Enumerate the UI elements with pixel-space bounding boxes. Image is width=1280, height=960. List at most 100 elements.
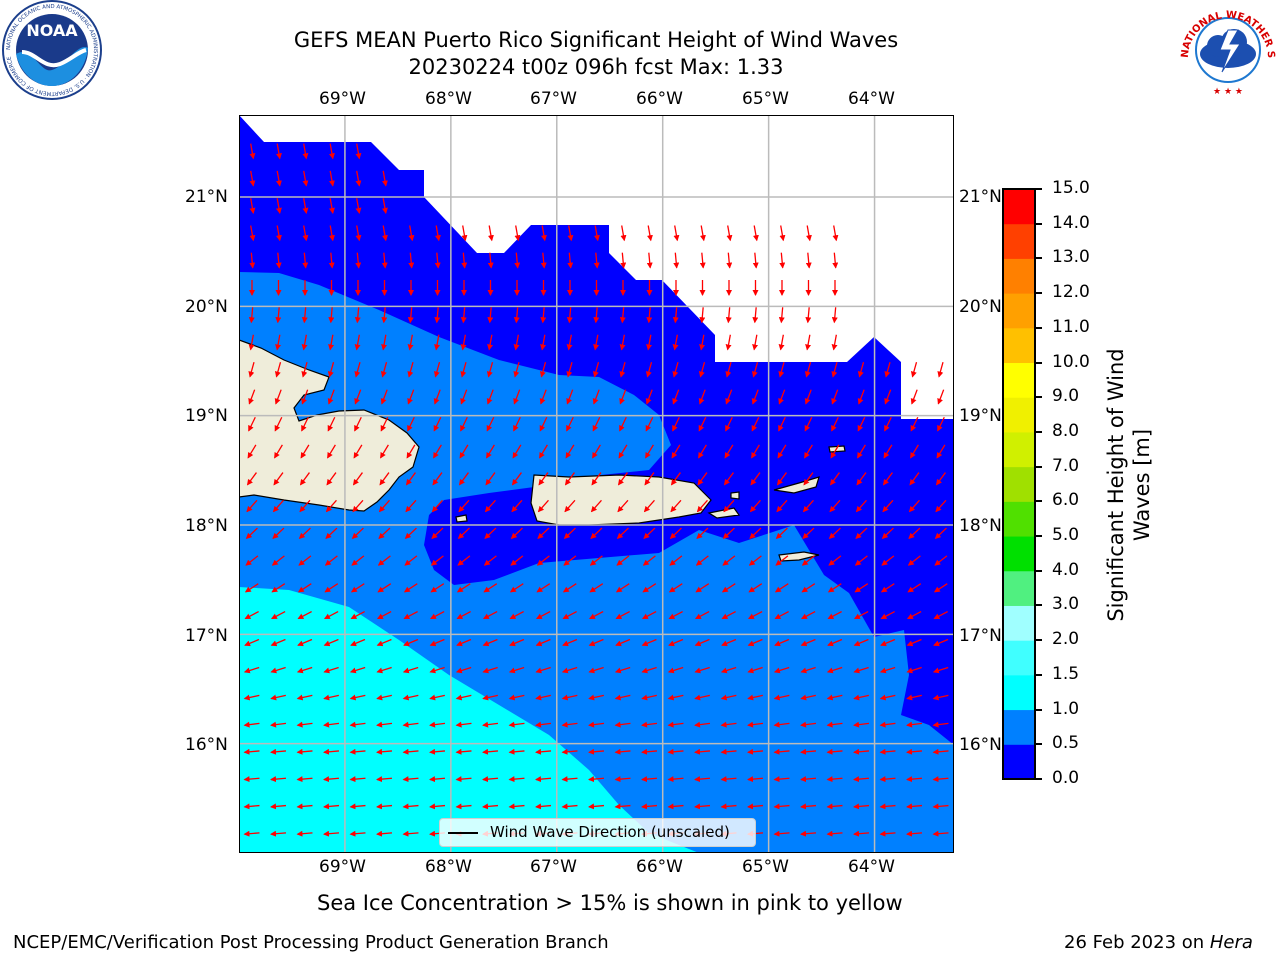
wave-direction-arrow: [349, 776, 366, 783]
wave-direction-arrow: [296, 803, 313, 810]
wave-direction-arrow: [539, 389, 547, 405]
wave-direction-arrow: [275, 225, 282, 242]
colorbar-bin: [1003, 674, 1035, 711]
lat-tick-right: 18°N: [959, 516, 1002, 536]
wave-direction-arrow: [482, 638, 498, 647]
wave-direction-arrow: [879, 666, 896, 674]
wave-direction-arrow: [694, 748, 711, 755]
lon-tick-top: 66°W: [636, 89, 683, 109]
wave-direction-arrow: [668, 611, 683, 620]
wave-direction-arrow: [804, 416, 813, 432]
colorbar-tick-mark: [1035, 500, 1042, 503]
svg-text:★ ★ ★: ★ ★ ★: [1213, 87, 1243, 97]
wave-direction-arrow: [271, 555, 285, 566]
wave-direction-arrow: [667, 803, 684, 810]
wave-direction-arrow: [457, 555, 471, 566]
wave-direction-arrow: [298, 555, 312, 566]
wave-direction-arrow: [588, 748, 605, 755]
wave-direction-arrow: [644, 472, 655, 486]
wave-direction-arrow: [747, 666, 763, 674]
wave-direction-arrows: [243, 143, 949, 837]
wave-direction-arrow: [932, 666, 949, 674]
wave-direction-arrow: [243, 776, 260, 783]
wave-direction-arrow: [747, 776, 764, 783]
wave-direction-arrow: [540, 334, 547, 351]
wave-direction-arrow: [243, 694, 260, 701]
wave-direction-arrow: [270, 721, 287, 728]
wave-direction-arrow: [802, 527, 815, 540]
wave-direction-arrow: [323, 803, 340, 810]
wave-direction-arrow: [592, 361, 600, 378]
wave-direction-arrow: [535, 694, 551, 701]
wave-direction-arrow: [508, 694, 525, 701]
wave-direction-arrow: [616, 555, 630, 566]
wave-direction-arrow: [669, 555, 683, 566]
wave-direction-arrow: [297, 583, 312, 593]
noaa-logo: NOAA NATIONAL OCEANIC AND ATMOSPHERIC AD…: [2, 0, 102, 100]
wave-direction-arrow: [830, 444, 840, 459]
wave-direction-arrow: [615, 638, 631, 647]
wave-direction-arrow: [270, 776, 287, 783]
wave-direction-arrow: [696, 527, 709, 540]
wave-direction-arrow: [561, 776, 578, 783]
colorbar-tick-label: 12.0: [1052, 282, 1090, 303]
lon-tick-bottom: 69°W: [319, 857, 366, 877]
wave-direction-arrow: [725, 416, 733, 432]
wave-direction-arrow: [407, 334, 414, 351]
wave-direction-arrow: [510, 555, 524, 566]
wave-direction-arrow: [725, 307, 732, 324]
colorbar-tick-mark: [1035, 604, 1042, 607]
wave-direction-arrow: [535, 666, 551, 674]
wave-direction-arrow: [535, 748, 552, 755]
wave-direction-arrow: [723, 472, 734, 486]
wave-direction-arrow: [274, 416, 283, 432]
wave-direction-arrow: [722, 527, 735, 540]
wave-direction-arrow: [376, 803, 393, 810]
wave-direction-arrow: [725, 334, 732, 351]
colorbar-bin: [1003, 189, 1035, 225]
wave-direction-arrow: [243, 803, 260, 810]
wave-direction-arrow: [724, 444, 734, 459]
wave-direction-arrow: [402, 803, 419, 810]
wave-direction-arrow: [300, 444, 310, 459]
wave-direction-arrow: [513, 334, 520, 351]
lon-tick-top: 65°W: [742, 89, 789, 109]
wave-direction-arrow: [538, 472, 549, 486]
wave-direction-arrow: [670, 472, 681, 486]
wave-direction-arrow: [619, 361, 626, 378]
wave-direction-arrow: [328, 252, 335, 269]
wave-direction-arrow: [698, 389, 706, 405]
wave-direction-arrow: [800, 776, 817, 783]
wave-direction-arrow: [694, 694, 710, 701]
wave-direction-arrow: [804, 361, 812, 378]
wave-direction-arrow: [483, 583, 498, 593]
wave-direction-arrow: [270, 638, 286, 647]
wave-direction-arrow: [673, 252, 680, 269]
colorbar-tick-label: 13.0: [1052, 247, 1090, 268]
lat-tick-right: 17°N: [959, 626, 1002, 646]
wave-direction-arrow: [932, 803, 949, 810]
wave-direction-arrow: [455, 803, 472, 810]
wave-direction-arrow: [720, 776, 737, 783]
wave-direction-arrow: [355, 170, 362, 187]
wave-direction-arrow: [562, 611, 577, 620]
colorbar-bin: [1003, 744, 1035, 780]
wave-direction-arrow: [801, 555, 815, 566]
wave-direction-arrow: [853, 748, 870, 755]
wave-direction-arrow: [380, 416, 389, 432]
wave-direction-arrow: [827, 583, 842, 593]
wave-direction-arrow: [779, 225, 786, 242]
wave-direction-arrow: [508, 776, 525, 783]
colorbar-tick-mark: [1035, 639, 1042, 642]
wave-direction-arrow: [853, 830, 870, 837]
wave-direction-arrow: [561, 721, 578, 728]
wave-direction-arrow: [482, 721, 499, 728]
colorbar-tick-label: 9.0: [1052, 386, 1080, 407]
wave-direction-arrow: [776, 499, 788, 513]
colorbar-tick-label: 2.0: [1052, 629, 1080, 650]
virgin-islands: [707, 445, 846, 519]
wave-direction-arrow: [376, 638, 392, 647]
wave-direction-arrow: [403, 583, 418, 593]
colorbar-tick-mark: [1035, 465, 1042, 468]
wave-direction-arrow: [747, 803, 764, 810]
